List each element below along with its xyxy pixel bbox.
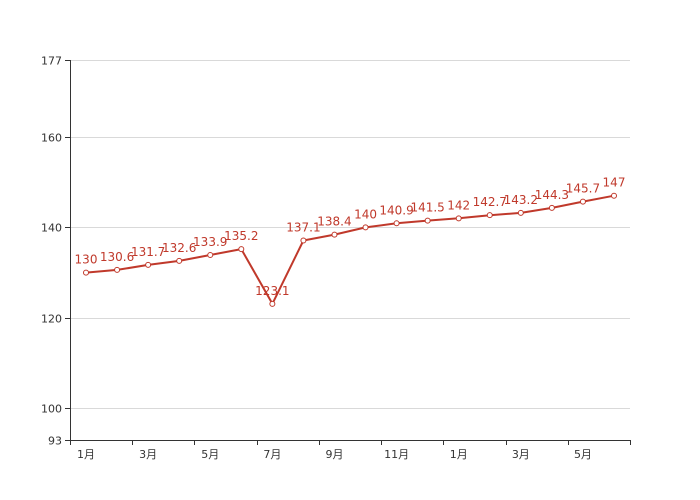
data-point (393, 220, 400, 227)
data-point (176, 257, 183, 264)
data-point (455, 215, 462, 222)
data-point (269, 300, 276, 307)
x-tick-label: 5月 (574, 448, 592, 461)
data-label: 145.7 (566, 182, 600, 196)
data-label: 138.4 (317, 215, 351, 229)
data-point (517, 209, 524, 216)
data-point (207, 251, 214, 258)
x-tick-label: 3月 (512, 448, 530, 461)
data-label: 140 (354, 207, 377, 221)
data-label: 141.5 (410, 201, 444, 215)
x-tick-label: 5月 (201, 448, 219, 461)
x-tick-label: 3月 (139, 448, 157, 461)
x-tick-label: 1月 (77, 448, 95, 461)
data-point (362, 224, 369, 231)
y-tick-label: 100 (41, 403, 62, 416)
grid-lines (70, 60, 630, 409)
data-point (114, 266, 121, 273)
data-label: 135.2 (224, 229, 258, 243)
data-label: 133.9 (193, 235, 227, 249)
y-axis-ticks: 93 100 120 140 160 177 (41, 55, 70, 448)
series-line (85, 194, 615, 305)
x-tick-label: 7月 (263, 448, 281, 461)
axes (70, 60, 630, 441)
data-label: 137.1 (286, 221, 320, 235)
x-tick-label: 11月 (384, 448, 409, 461)
series-group (83, 192, 617, 307)
data-point (238, 246, 245, 253)
data-label: 131.7 (131, 245, 165, 259)
data-label: 147 (603, 176, 626, 190)
y-tick-label: 140 (41, 222, 62, 235)
data-point (486, 212, 493, 219)
y-tick-label: 120 (41, 313, 62, 326)
data-point (83, 269, 89, 276)
x-axis-ticks: 1月 3月 5月 7月 9月 11月 1月 3月 5月 (70, 440, 631, 461)
data-label: 132.6 (162, 241, 196, 255)
data-label: 130 (75, 253, 98, 267)
data-label: 142.7 (473, 195, 507, 209)
data-label: 144.3 (535, 188, 569, 202)
data-point (300, 237, 307, 244)
data-label: 130.6 (100, 250, 134, 264)
data-point (424, 217, 431, 224)
data-point (548, 204, 555, 211)
y-tick-label: 93 (48, 435, 62, 448)
data-label: 140.9 (379, 203, 413, 217)
x-tick-label: 1月 (450, 448, 468, 461)
x-tick-label: 9月 (325, 448, 343, 461)
data-point (331, 231, 338, 238)
y-tick-label: 177 (41, 55, 62, 68)
data-point (579, 198, 586, 205)
data-label: 143.2 (504, 193, 538, 207)
y-tick-label: 160 (41, 132, 62, 145)
data-point (145, 261, 152, 268)
data-label: 142 (447, 198, 470, 212)
data-label: 123.1 (255, 284, 289, 298)
data-point (611, 192, 617, 199)
